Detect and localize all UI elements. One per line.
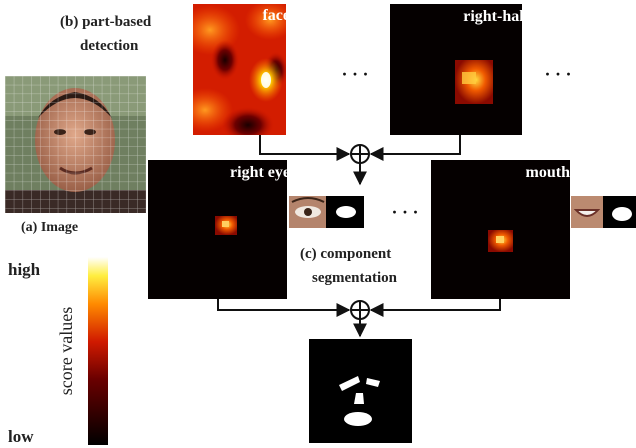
right-eye-map-label: right eye (230, 164, 290, 181)
ellipsis-top: · · · (341, 64, 368, 84)
arrow-face-to-combine (259, 135, 351, 161)
component-label-line1: (c) component (300, 246, 391, 262)
arrow-right-half-to-combine (369, 135, 461, 161)
face-map-label: face (262, 7, 290, 24)
scale-high-label: high (8, 260, 41, 279)
final-segmentation-mask (309, 339, 412, 443)
right-eye-mask (326, 196, 364, 228)
arrow-mouth-to-combine (369, 299, 501, 317)
component-label-line2: segmentation (312, 270, 398, 286)
ellipsis-right: · · · (544, 64, 571, 84)
right-half-map-label: right-half (463, 8, 529, 25)
input-image (5, 76, 146, 213)
part-based-label-line2: detection (80, 38, 139, 54)
combine-node-top (350, 144, 370, 164)
arrow-right-eye-to-combine (217, 299, 351, 317)
combine-node-bottom (350, 300, 370, 320)
right-eye-crop (289, 196, 326, 228)
mouth-map-label: mouth (526, 164, 571, 181)
right-eye-score-map (148, 160, 287, 299)
score-colorbar (88, 257, 108, 445)
mouth-crop (571, 196, 603, 228)
score-values-axis-label: score values (56, 307, 76, 395)
ellipsis-middle: · · · (391, 202, 418, 222)
mouth-score-map (431, 160, 570, 299)
mouth-mask (603, 196, 636, 228)
scale-low-label: low (8, 427, 34, 446)
image-caption: (a) Image (21, 220, 78, 235)
right-half-score-map (390, 4, 522, 135)
part-based-label-line1: (b) part-based (60, 14, 152, 30)
face-score-map (193, 4, 286, 135)
